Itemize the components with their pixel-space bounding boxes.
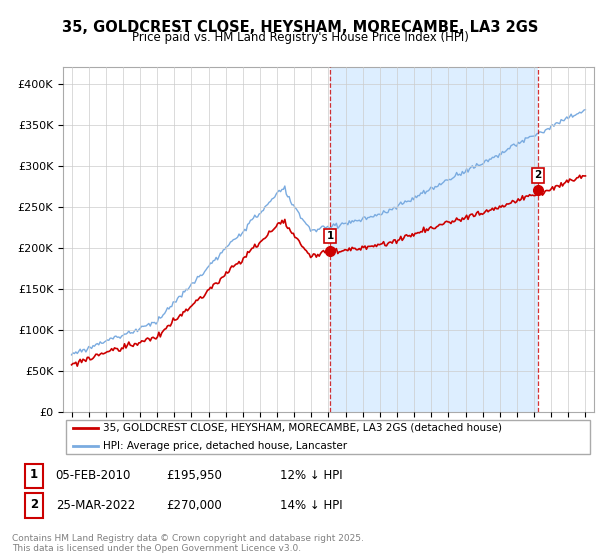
Text: 12% ↓ HPI: 12% ↓ HPI xyxy=(280,469,343,483)
FancyBboxPatch shape xyxy=(65,420,590,455)
Text: 2: 2 xyxy=(535,170,542,180)
Text: 25-MAR-2022: 25-MAR-2022 xyxy=(56,499,135,512)
Text: Contains HM Land Registry data © Crown copyright and database right 2025.
This d: Contains HM Land Registry data © Crown c… xyxy=(12,534,364,553)
Text: £195,950: £195,950 xyxy=(166,469,222,483)
Bar xyxy=(330,67,538,412)
Text: HPI: Average price, detached house, Lancaster: HPI: Average price, detached house, Lanc… xyxy=(103,441,347,451)
FancyBboxPatch shape xyxy=(25,464,43,488)
Text: 1: 1 xyxy=(326,231,334,241)
Text: 35, GOLDCREST CLOSE, HEYSHAM, MORECAMBE, LA3 2GS (detached house): 35, GOLDCREST CLOSE, HEYSHAM, MORECAMBE,… xyxy=(103,423,502,433)
FancyBboxPatch shape xyxy=(25,493,43,518)
Text: Price paid vs. HM Land Registry's House Price Index (HPI): Price paid vs. HM Land Registry's House … xyxy=(131,31,469,44)
Text: £270,000: £270,000 xyxy=(166,499,222,512)
Text: 05-FEB-2010: 05-FEB-2010 xyxy=(56,469,131,483)
Text: 1: 1 xyxy=(30,468,38,481)
Text: 14% ↓ HPI: 14% ↓ HPI xyxy=(280,499,343,512)
Text: 35, GOLDCREST CLOSE, HEYSHAM, MORECAMBE, LA3 2GS: 35, GOLDCREST CLOSE, HEYSHAM, MORECAMBE,… xyxy=(62,20,538,35)
Text: 2: 2 xyxy=(30,498,38,511)
